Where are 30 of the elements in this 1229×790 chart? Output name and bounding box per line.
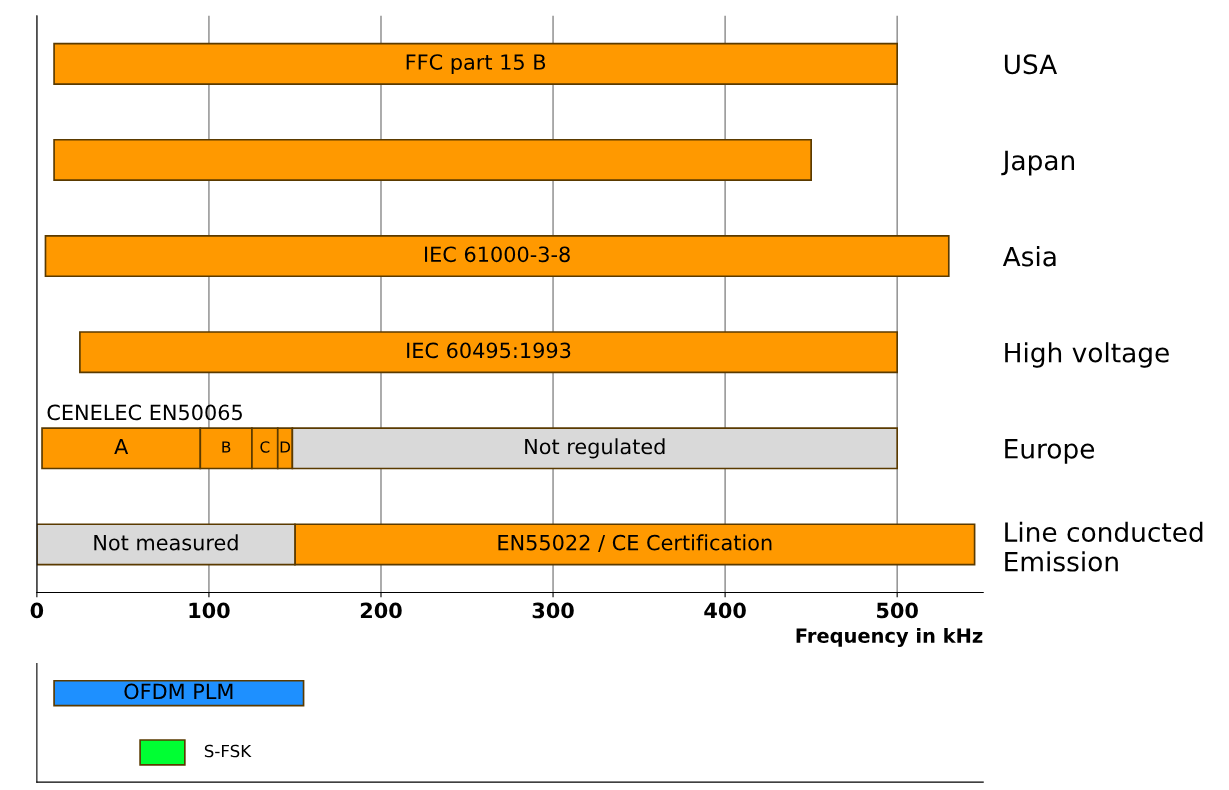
- y-tick-label: Europe: [1005, 439, 1095, 464]
- bar: [44, 235, 950, 278]
- data-label: Not measured: [94, 534, 238, 551]
- data-label: EN55022 / CE Certification: [498, 534, 772, 553]
- data-label: C: [260, 441, 270, 453]
- x-tick-label: 400: [704, 602, 746, 619]
- y-tick-label: USA: [1004, 54, 1058, 75]
- bar: [53, 42, 899, 85]
- data-label: IEC 60495:1993: [407, 342, 571, 359]
- data-label: D: [280, 441, 291, 453]
- data-label: S-FSK: [204, 744, 252, 758]
- x-tick-label: 300: [532, 602, 574, 619]
- y-tick-label: Japan: [1001, 150, 1074, 176]
- x-tick-label: 100: [189, 602, 230, 619]
- x-tick-label: 0: [30, 602, 44, 619]
- data-label: OFDM PLM: [124, 683, 233, 700]
- y-tick-label: High voltage: [1005, 342, 1169, 368]
- x-tick-label: 500: [877, 602, 918, 619]
- x-axis-title: Frequency in kHz: [796, 627, 983, 647]
- data-label: IEC 61000-3-8: [425, 246, 570, 263]
- data-label: FFC part 15 B: [406, 54, 546, 74]
- bar: [79, 331, 899, 374]
- y-tick-label: Line conducted Emission: [1005, 521, 1203, 572]
- annotation: CENELEC EN50065: [47, 404, 242, 421]
- data-label: Not regulated: [525, 438, 665, 459]
- data-label: B: [222, 441, 231, 453]
- y-tick-label: Asia: [1002, 246, 1056, 267]
- x-tick-label: 200: [360, 602, 402, 619]
- bar: [53, 138, 812, 181]
- data-label: A: [114, 438, 129, 455]
